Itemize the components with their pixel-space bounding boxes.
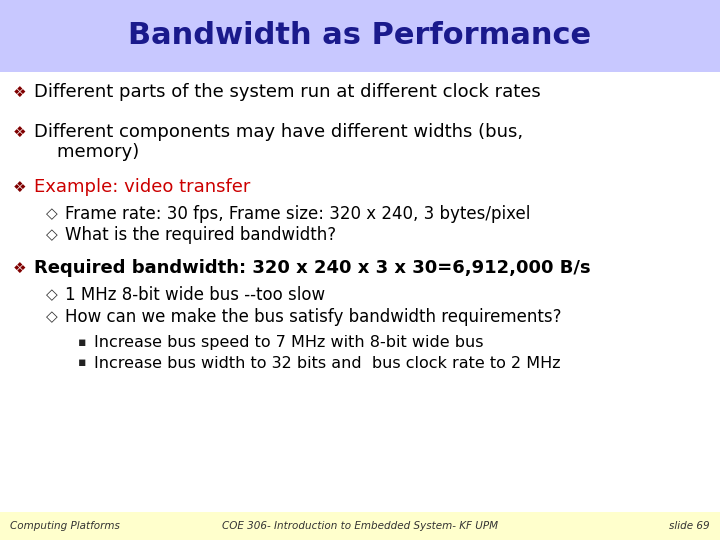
Text: COE 306- Introduction to Embedded System- KF UPM: COE 306- Introduction to Embedded System… (222, 521, 498, 531)
Text: ▪: ▪ (78, 356, 86, 369)
Text: ◇: ◇ (46, 206, 58, 221)
Text: Increase bus speed to 7 MHz with 8-bit wide bus: Increase bus speed to 7 MHz with 8-bit w… (94, 334, 484, 349)
Text: ▪: ▪ (78, 335, 86, 348)
Text: Example: video transfer: Example: video transfer (34, 178, 251, 196)
Text: ❖: ❖ (13, 260, 27, 275)
Text: ❖: ❖ (13, 125, 27, 139)
Text: Different parts of the system run at different clock rates: Different parts of the system run at dif… (34, 83, 541, 101)
Text: slide 69: slide 69 (670, 521, 710, 531)
Text: ◇: ◇ (46, 227, 58, 242)
Text: Frame rate: 30 fps, Frame size: 320 x 240, 3 bytes/pixel: Frame rate: 30 fps, Frame size: 320 x 24… (65, 205, 531, 223)
Text: Computing Platforms: Computing Platforms (10, 521, 120, 531)
Bar (0, 512, 720, 540)
Text: What is the required bandwidth?: What is the required bandwidth? (65, 226, 336, 244)
Text: memory): memory) (34, 143, 139, 161)
Text: 1 MHz 8-bit wide bus --too slow: 1 MHz 8-bit wide bus --too slow (65, 286, 325, 304)
Text: ◇: ◇ (46, 309, 58, 325)
Text: ◇: ◇ (46, 287, 58, 302)
Text: Bandwidth as Performance: Bandwidth as Performance (128, 22, 592, 51)
Text: Increase bus width to 32 bits and  bus clock rate to 2 MHz: Increase bus width to 32 bits and bus cl… (94, 355, 561, 370)
Text: Required bandwidth: 320 x 240 x 3 x 30=6,912,000 B/s: Required bandwidth: 320 x 240 x 3 x 30=6… (34, 259, 590, 277)
Text: ❖: ❖ (13, 179, 27, 194)
Text: How can we make the bus satisfy bandwidth requirements?: How can we make the bus satisfy bandwidt… (65, 308, 562, 326)
Text: Different components may have different widths (bus,: Different components may have different … (34, 123, 523, 141)
Text: ❖: ❖ (13, 84, 27, 99)
Bar (0, 0, 720, 72)
